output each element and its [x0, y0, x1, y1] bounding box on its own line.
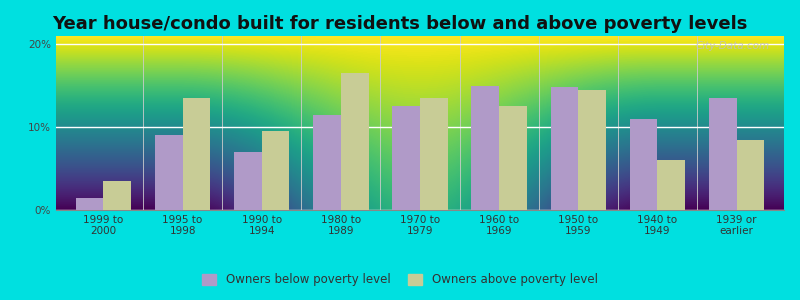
Bar — [630, 119, 658, 210]
Bar — [709, 98, 737, 210]
Bar — [103, 181, 131, 210]
Bar — [341, 73, 369, 210]
Text: Year house/condo built for residents below and above poverty levels: Year house/condo built for residents bel… — [52, 15, 748, 33]
Bar — [76, 198, 103, 210]
Bar — [313, 115, 341, 210]
Bar — [262, 131, 290, 210]
Bar — [182, 98, 210, 210]
Bar — [155, 135, 182, 210]
Bar — [234, 152, 262, 210]
Bar — [550, 87, 578, 210]
Legend: Owners below poverty level, Owners above poverty level: Owners below poverty level, Owners above… — [198, 269, 602, 291]
Bar — [471, 86, 499, 210]
Bar — [499, 106, 527, 210]
Bar — [392, 106, 420, 210]
Bar — [658, 160, 685, 210]
Text: City-Data.com: City-Data.com — [695, 41, 770, 51]
Bar — [578, 90, 606, 210]
Bar — [737, 140, 764, 210]
Bar — [420, 98, 448, 210]
